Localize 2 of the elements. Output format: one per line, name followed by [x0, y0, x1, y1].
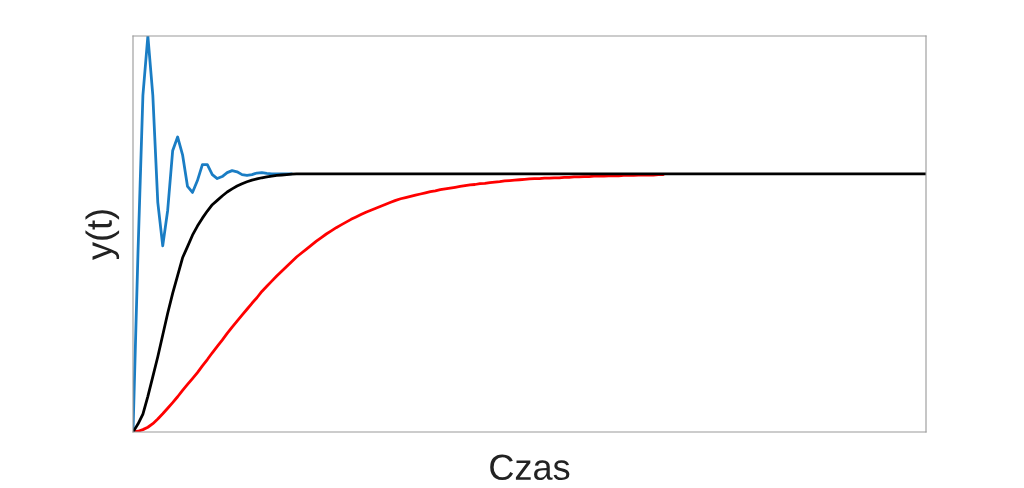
- y-axis-title: y(t): [85, 210, 120, 260]
- x-axis-title: Czas: [490, 454, 570, 481]
